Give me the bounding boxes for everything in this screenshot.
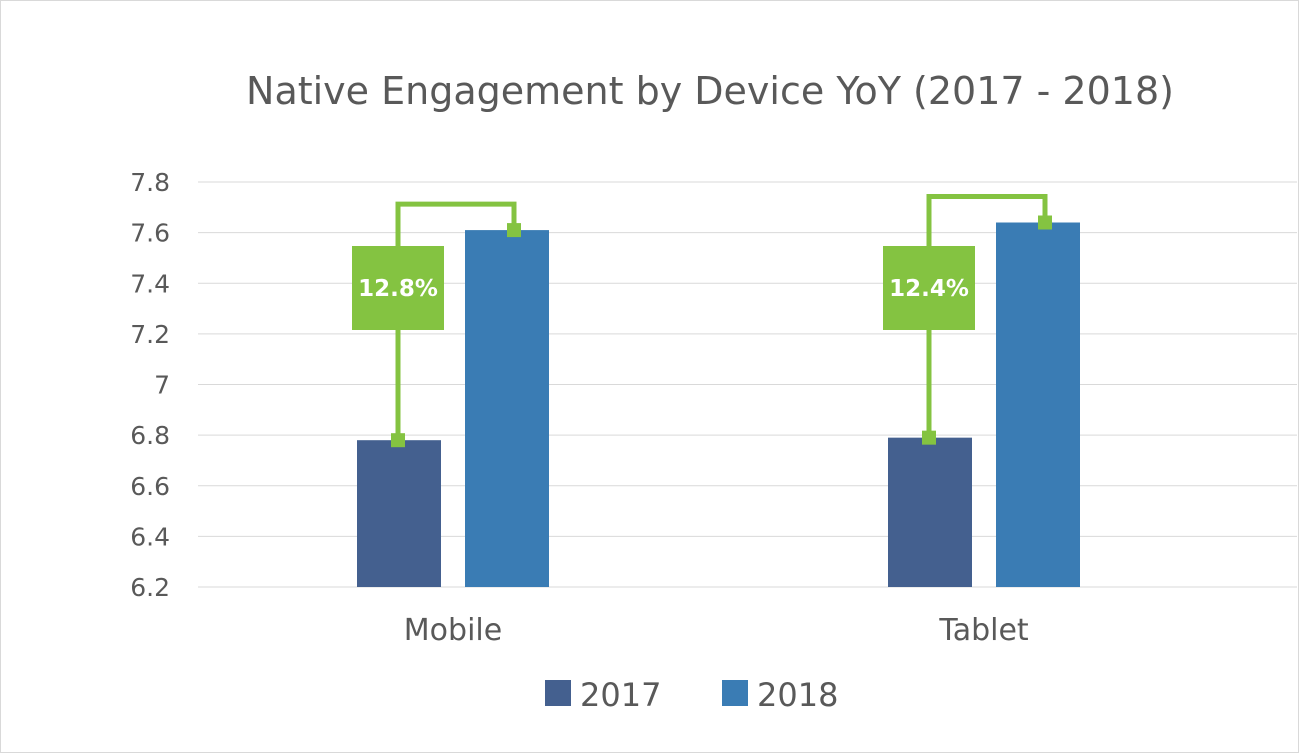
x-category-label: Tablet: [938, 613, 1029, 648]
y-axis: 7.8 7.6 7.4 7.2 7 6.8 6.6 6.4 6.2: [130, 168, 170, 602]
y-tick-label: 7.4: [130, 269, 170, 298]
y-tick-label: 6.2: [130, 573, 170, 602]
chart-title: Native Engagement by Device YoY (2017 - …: [246, 69, 1174, 113]
x-axis: Mobile Tablet: [404, 613, 1029, 648]
y-tick-label: 7.6: [130, 219, 170, 248]
bar-2018-tablet: [996, 222, 1080, 587]
bar-2018-mobile: [465, 230, 549, 587]
legend: 2017 2018: [545, 676, 838, 714]
callout-label: 12.8%: [358, 276, 438, 302]
y-tick-label: 7: [154, 371, 170, 400]
callout-marker: [1038, 215, 1052, 230]
bar-2017-tablet: [888, 437, 972, 587]
legend-swatch-2017: [545, 680, 571, 706]
y-tick-label: 6.4: [130, 522, 170, 551]
callout-box: [883, 246, 975, 330]
y-tick-label: 7.8: [130, 168, 170, 197]
legend-swatch-2018: [722, 680, 748, 706]
callout-label: 12.4%: [889, 276, 969, 302]
legend-label: 2018: [757, 676, 838, 714]
y-tick-label: 6.6: [130, 472, 170, 501]
change-callouts: 12.8% 12.4%: [352, 194, 1052, 448]
y-tick-label: 6.8: [130, 421, 170, 450]
bars: [357, 222, 1080, 587]
callout-marker: [507, 223, 521, 238]
callout-marker: [922, 430, 936, 445]
callout-box: [352, 246, 444, 330]
bar-2017-mobile: [357, 440, 441, 587]
callout-marker: [391, 433, 405, 448]
y-tick-label: 7.2: [130, 320, 170, 349]
legend-label: 2017: [580, 676, 661, 714]
x-category-label: Mobile: [404, 613, 502, 648]
